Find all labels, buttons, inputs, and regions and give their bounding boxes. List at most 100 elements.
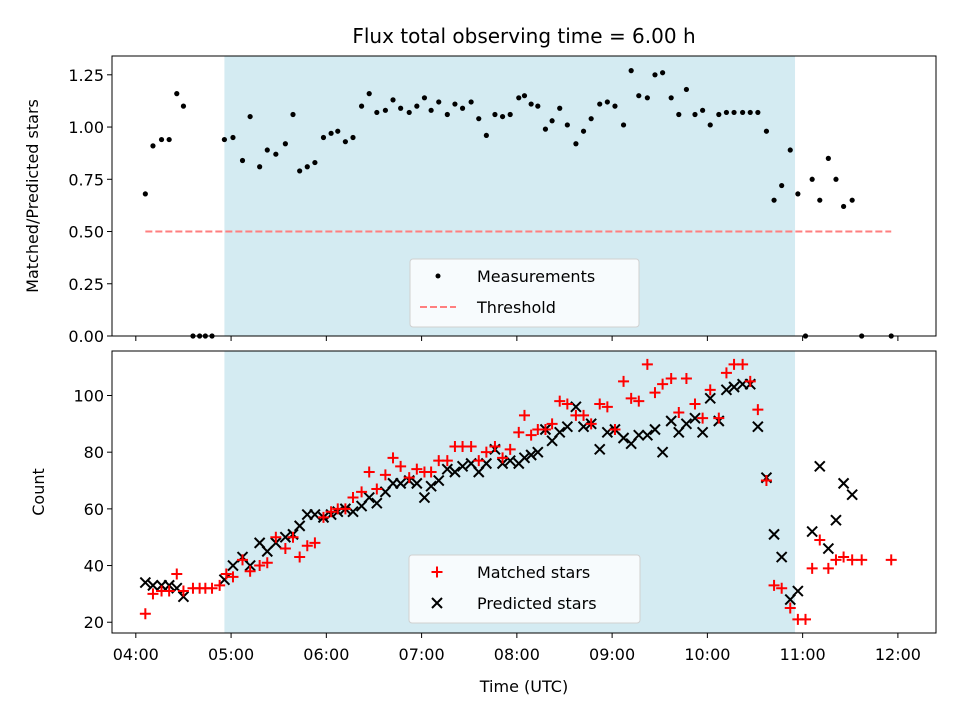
measurement-point <box>716 111 722 118</box>
matched-star-point <box>497 452 509 464</box>
top-panel: 0.00 0.25 0.50 0.75 1.00 1.25 Matched/Predict… <box>23 55 937 346</box>
bottom-panel: 20 40 60 80 100 04:00 05:00 06:00 07:00 08:00 09:0… <box>29 350 937 696</box>
top-legend: Measurements Threshold <box>409 258 640 328</box>
measurement-point <box>158 136 165 143</box>
bottom-xtick-label: 12:00 <box>875 645 921 664</box>
predicted-star-point <box>449 466 461 478</box>
matched-star-point <box>254 560 266 572</box>
matched-star-point <box>768 579 780 591</box>
measurement-point <box>398 105 404 111</box>
matched-star-point <box>379 469 391 481</box>
predicted-star-point <box>728 381 740 393</box>
predicted-star-point <box>617 432 630 444</box>
measurement-point <box>166 136 172 143</box>
matched-star-point <box>237 554 249 566</box>
matched-star-point <box>885 554 897 566</box>
matched-star-point <box>465 441 477 453</box>
measurement-point <box>612 103 618 109</box>
legend-label-matched-stars: Matched stars <box>477 563 590 582</box>
predicted-star-point <box>665 415 677 427</box>
measurement-point <box>335 128 341 134</box>
predicted-star-point <box>418 491 431 504</box>
predicted-star-point <box>394 477 407 490</box>
matched-star-point <box>163 585 175 597</box>
bottom-panel-marks <box>139 358 897 625</box>
predicted-star-point <box>532 446 544 458</box>
measurement-point <box>428 107 434 113</box>
top-ytick-label: 1.00 <box>68 118 104 137</box>
bottom-xtick-label: 05:00 <box>208 645 254 664</box>
predicted-star-point <box>720 384 733 396</box>
matched-star-point <box>760 475 772 487</box>
measurement-point <box>833 176 839 182</box>
matched-star-point <box>822 562 834 574</box>
measurement-point <box>320 134 327 141</box>
matched-star-point <box>287 531 299 543</box>
measurement-point <box>692 111 698 118</box>
measurement-point <box>483 132 489 139</box>
matched-star-point <box>309 537 321 549</box>
matched-star-point <box>673 407 685 419</box>
matched-star-point <box>301 540 313 552</box>
measurement-point <box>535 103 541 109</box>
matched-star-point <box>171 568 183 580</box>
predicted-star-point <box>704 392 716 405</box>
measurement-point <box>707 122 713 128</box>
measurement-point <box>628 68 634 74</box>
matched-star-point <box>633 395 645 407</box>
matched-star-point <box>578 409 590 421</box>
matched-star-point <box>214 579 226 591</box>
legend-marker-measurements <box>435 273 441 279</box>
matched-star-point <box>525 429 537 441</box>
matched-star-point <box>665 372 677 384</box>
bottom-ytick-label: 80 <box>84 443 104 462</box>
predicted-star-point <box>837 477 850 490</box>
matched-star-point <box>680 372 692 384</box>
measurement-point <box>604 99 610 105</box>
matched-star-point <box>641 358 653 370</box>
measurement-point <box>174 91 180 97</box>
measurement-point <box>342 139 348 145</box>
matched-star-point <box>411 463 423 475</box>
bottom-xtick-label: 07:00 <box>399 645 445 664</box>
measurement-point <box>644 95 650 101</box>
predicted-star-point <box>525 449 537 461</box>
x-axis-label: Time (UTC) <box>479 677 568 696</box>
bottom-panel-ticks: 20 40 60 80 100 04:00 05:00 06:00 07:00 08:00 09:0… <box>73 386 920 664</box>
bottom-xtick-label: 06:00 <box>303 645 349 664</box>
matched-star-point <box>395 460 407 472</box>
legend-x-glyph <box>431 597 443 609</box>
predicted-star-point <box>244 559 256 572</box>
measurement-point <box>771 197 777 203</box>
predicted-star-point <box>363 491 375 504</box>
measurement-point <box>282 141 288 147</box>
predicted-star-point <box>680 418 693 430</box>
matched-star-point <box>244 565 256 577</box>
measurement-point <box>297 168 303 174</box>
measurement-point <box>521 93 528 99</box>
top-ytick-label: 0.25 <box>68 275 104 294</box>
predicted-star-point <box>177 591 190 603</box>
matched-star-point <box>220 568 232 580</box>
measurement-point <box>358 103 365 109</box>
measurement-point <box>516 95 522 101</box>
measurement-point <box>755 109 761 116</box>
measurement-point <box>747 109 753 116</box>
measurement-point <box>459 105 466 111</box>
matched-star-point <box>504 443 516 455</box>
measurement-point <box>142 191 148 197</box>
matched-star-point <box>744 375 756 387</box>
predicted-star-point <box>814 460 826 473</box>
legend-label-predicted-stars: Predicted stars <box>477 594 597 613</box>
bottom-xtick-label: 08:00 <box>494 645 540 664</box>
measurement-point <box>390 97 396 103</box>
predicted-star-point <box>656 446 669 458</box>
measurement-point <box>221 136 228 143</box>
predicted-star-point <box>279 531 292 543</box>
matched-star-point <box>270 531 282 543</box>
predicted-star-point <box>293 520 306 532</box>
predicted-star-point <box>554 426 566 439</box>
matched-star-point <box>776 582 788 594</box>
matched-star-point <box>279 543 291 555</box>
